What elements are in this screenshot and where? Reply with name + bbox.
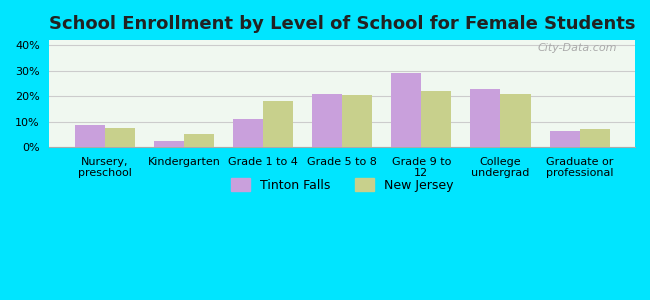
Bar [233, 119, 263, 147]
Bar [343, 95, 372, 147]
Bar [500, 94, 530, 147]
Bar [391, 73, 421, 147]
Bar [154, 141, 184, 147]
Bar [184, 134, 214, 147]
Bar [580, 129, 610, 147]
Legend: Tinton Falls, New Jersey: Tinton Falls, New Jersey [226, 173, 458, 196]
Text: City-Data.com: City-Data.com [538, 43, 617, 53]
Bar [263, 101, 293, 147]
Bar [105, 128, 135, 147]
Bar [421, 91, 452, 147]
Bar [312, 94, 343, 147]
Bar [549, 130, 580, 147]
Title: School Enrollment by Level of School for Female Students: School Enrollment by Level of School for… [49, 15, 636, 33]
Bar [471, 88, 500, 147]
Bar [75, 125, 105, 147]
